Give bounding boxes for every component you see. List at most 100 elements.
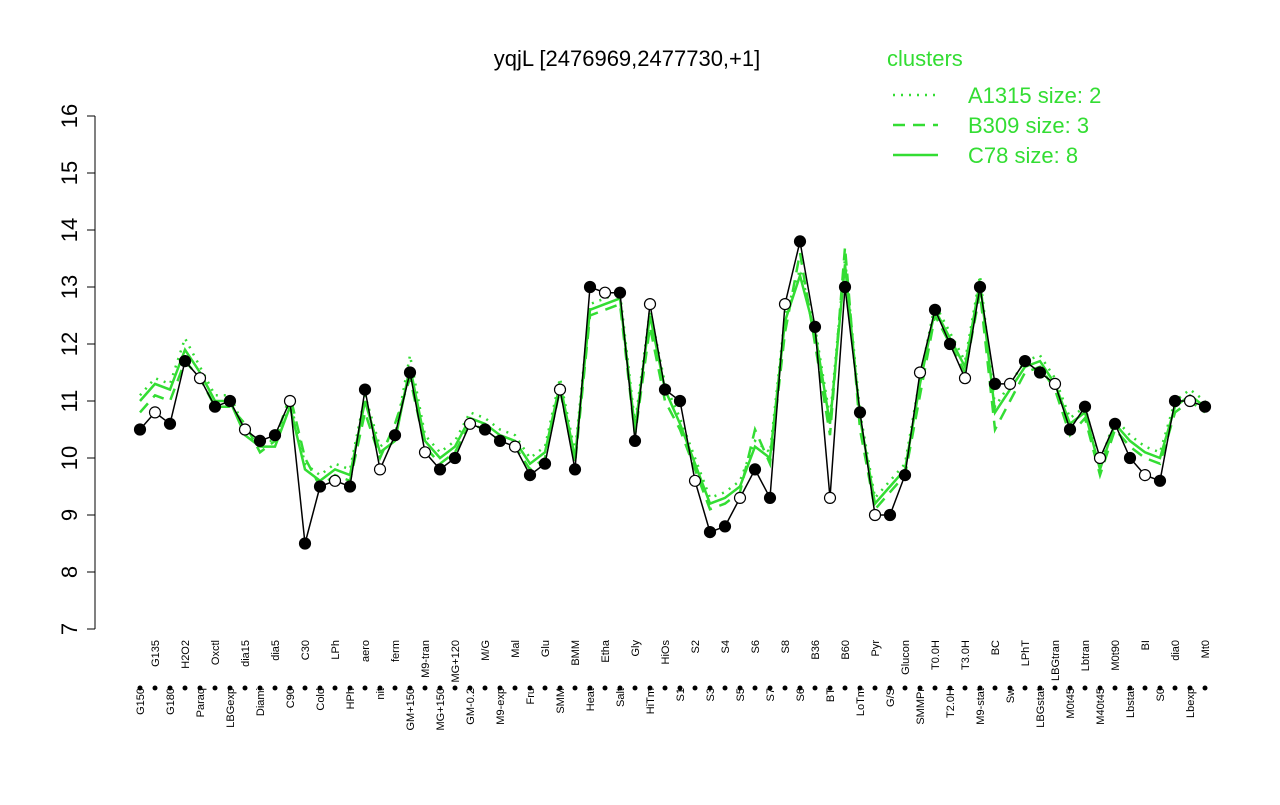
- rug-mark: [1202, 685, 1208, 691]
- x-tick-label: dia5: [270, 640, 282, 661]
- x-tick-label: B36: [810, 640, 822, 660]
- legend-title: clusters: [887, 46, 963, 71]
- point: [838, 280, 852, 294]
- point: [598, 286, 612, 299]
- y-tick-label: 16: [57, 104, 82, 128]
- y-tick-label: 14: [57, 218, 82, 242]
- x-tick-label: Fru: [525, 688, 537, 705]
- y-tick-label: 13: [57, 275, 82, 299]
- x-tick-label: LBGstat: [1035, 688, 1047, 728]
- rug-mark: [587, 685, 593, 691]
- rug-mark: [152, 685, 158, 691]
- legend-label: B309 size: 3: [968, 113, 1089, 138]
- x-tick-label: M9-tran: [420, 640, 432, 678]
- rug-mark: [227, 685, 233, 691]
- x-tick-label: C90: [285, 688, 297, 708]
- point: [1093, 451, 1107, 465]
- rug-mark: [827, 685, 833, 691]
- x-tick-label: nit: [375, 688, 387, 700]
- legend-label: A1315 size: 2: [968, 83, 1101, 108]
- x-tick-label: MG+120: [450, 640, 462, 683]
- rug-mark: [362, 685, 368, 691]
- rug-mark: [212, 685, 218, 691]
- rug-mark: [1157, 685, 1163, 691]
- point: [703, 525, 717, 539]
- x-tick-label: Mal: [510, 640, 522, 658]
- point: [358, 383, 372, 396]
- rug-mark: [182, 685, 188, 691]
- x-tick-label: dia0: [1170, 640, 1182, 661]
- x-tick-label: M9-stat: [975, 688, 987, 725]
- x-tick-label: C30: [300, 640, 312, 660]
- rug-mark: [1082, 685, 1088, 691]
- point: [643, 298, 657, 311]
- rug-mark: [917, 685, 923, 691]
- rug-mark: [632, 685, 638, 691]
- point: [283, 394, 297, 408]
- rug-mark: [302, 685, 308, 691]
- chart-title: yqjL [2476969,2477730,+1]: [494, 46, 760, 71]
- point: [1153, 474, 1167, 487]
- x-tick-label: H2O2: [180, 640, 192, 669]
- rug-mark: [527, 685, 533, 691]
- x-tick-label: Lbtran: [1080, 640, 1092, 671]
- y-tick-label: 8: [57, 566, 82, 578]
- x-tick-label: Mt0: [1200, 640, 1212, 658]
- x-tick-label: Diami: [255, 688, 267, 716]
- x-tick-label: LoTm: [855, 688, 867, 716]
- point: [958, 372, 972, 385]
- y-tick-label: 15: [57, 161, 82, 185]
- x-tick-label: G135: [150, 640, 162, 667]
- rug-mark: [767, 685, 773, 691]
- point: [463, 417, 477, 430]
- point: [163, 417, 177, 430]
- point: [718, 520, 732, 533]
- point: [178, 355, 192, 368]
- point: [1003, 377, 1017, 390]
- rug-mark: [857, 685, 863, 691]
- point: [853, 406, 867, 419]
- rug-mark: [542, 685, 548, 691]
- x-tick-label: Glucon: [900, 640, 912, 675]
- point: [1198, 400, 1212, 413]
- x-tick-label: GM-0.2: [465, 688, 477, 725]
- rug-mark: [557, 685, 563, 691]
- point: [223, 394, 237, 408]
- point: [793, 235, 807, 248]
- x-tick-label: Heat: [585, 688, 597, 711]
- rug-mark: [377, 685, 383, 691]
- x-tick-label: BI: [1140, 640, 1152, 650]
- rug-mark: [512, 685, 518, 691]
- point: [193, 372, 207, 385]
- rug-mark: [332, 685, 338, 691]
- rug-mark: [137, 685, 143, 691]
- rug-mark: [797, 685, 803, 691]
- point: [1108, 417, 1122, 430]
- x-tick-label: LPh: [330, 640, 342, 660]
- rug-mark: [257, 685, 263, 691]
- point: [538, 457, 552, 470]
- point: [1048, 377, 1062, 390]
- rug-mark: [1187, 685, 1193, 691]
- point: [1123, 451, 1137, 465]
- x-tick-label: HPh: [345, 688, 357, 709]
- rug-mark: [602, 685, 608, 691]
- x-tick-label: BC: [990, 640, 1002, 655]
- x-tick-label: Lbstat: [1125, 688, 1137, 718]
- y-tick-label: 11: [57, 390, 82, 413]
- x-tick-label: HiOs: [660, 640, 672, 665]
- legend-label: C78 size: 8: [968, 143, 1078, 168]
- x-tick-label: T0.0H: [930, 640, 942, 670]
- x-tick-label: S8: [780, 640, 792, 653]
- x-tick-label: S1: [675, 688, 687, 701]
- rug-mark: [287, 685, 293, 691]
- rug-mark: [437, 685, 443, 691]
- cluster-line: [139, 246, 1206, 513]
- rug-mark: [1127, 685, 1133, 691]
- rug-mark: [617, 685, 623, 691]
- x-tick-label: LBGexp: [225, 688, 237, 728]
- point: [478, 423, 492, 436]
- point: [388, 429, 402, 442]
- rug-mark: [1052, 685, 1058, 691]
- point: [778, 298, 792, 311]
